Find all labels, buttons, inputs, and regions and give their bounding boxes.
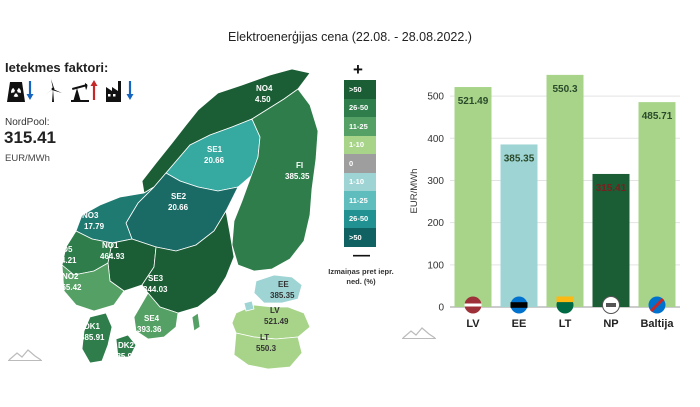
oil-pump-icon <box>71 78 99 102</box>
label-no5-code: NO5 <box>56 245 73 254</box>
factors-title: Ietekmes faktori: <box>5 60 109 75</box>
flag-lv-stripe <box>464 303 482 307</box>
label-se3-price: 344.03 <box>143 285 168 294</box>
label-se1-price: 20.66 <box>204 156 225 165</box>
factor-icons <box>5 78 135 102</box>
legend-item: >50 <box>344 80 376 99</box>
bar-value-label: 521.49 <box>458 96 489 107</box>
flag-baltija-stripe <box>649 297 665 313</box>
label-fi-price: 385.35 <box>285 172 310 181</box>
region-dk1[interactable] <box>81 312 113 364</box>
y-tick-label: 200 <box>427 218 444 229</box>
chart-title: Elektroenerģijas cena (22.08. - 28.08.20… <box>228 30 472 44</box>
label-ee-price: 385.35 <box>270 291 295 300</box>
bar <box>592 173 630 307</box>
label-no2-price: 565.42 <box>57 283 82 292</box>
bar <box>638 102 676 308</box>
watermark-icon <box>8 349 42 361</box>
bar-value-label: 315.41 <box>596 183 627 194</box>
bar-value-label: 385.35 <box>504 153 535 164</box>
legend-item: 11-25 <box>344 191 376 210</box>
price-bar-chart: 0 100 200 300 400 500 EUR/MWh 521.49 LV 385.35 EE 5… <box>409 74 680 330</box>
legend-item: 26-50 <box>344 98 376 117</box>
bar-value-label: 550.3 <box>552 84 577 95</box>
y-tick-label: 400 <box>427 134 444 145</box>
label-fi-code: FI <box>296 161 303 170</box>
nordic-map: NO4 4.50 SE1 20.66 FI 385.35 SE2 20.66 N… <box>52 68 319 370</box>
label-se4-price: 393.36 <box>137 325 162 334</box>
label-no1-price: 464.93 <box>100 252 125 261</box>
factory-icon <box>105 78 135 102</box>
watermark-icon <box>402 327 436 339</box>
label-dk1-price: 585.91 <box>80 333 105 342</box>
nordpool-logo-mark <box>606 303 616 307</box>
bar <box>500 144 538 307</box>
label-se4-code: SE4 <box>144 314 160 323</box>
legend-item: 1-10 <box>344 135 376 154</box>
bar <box>546 74 584 307</box>
region-ee[interactable] <box>253 274 303 304</box>
legend-item: 26-50 <box>344 209 376 228</box>
label-se3-code: SE3 <box>148 274 164 283</box>
label-dk2-price: 585.91 <box>112 352 137 361</box>
x-tick-label: Baltija <box>640 318 674 330</box>
legend-plus: + <box>353 60 363 79</box>
legend-item: 0 <box>344 154 376 173</box>
y-tick-label: 300 <box>427 176 444 187</box>
region-dk2[interactable] <box>115 334 137 358</box>
label-se2-price: 20.66 <box>168 203 189 212</box>
nuclear-plant-icon <box>5 78 35 102</box>
nordpool-unit: EUR/MWh <box>5 153 50 164</box>
label-lt-price: 550.3 <box>256 344 277 353</box>
label-dk2-code: DK2 <box>118 341 135 350</box>
label-dk1-code: DK1 <box>84 322 101 331</box>
label-se1-code: SE1 <box>207 145 223 154</box>
legend-item: 11-25 <box>344 117 376 136</box>
region-no2[interactable] <box>61 262 125 312</box>
label-ee-code: EE <box>278 280 289 289</box>
flag-lt-stripe <box>556 296 574 303</box>
legend-note: Izmaiņas pret iepr. ned. (%) <box>328 267 394 286</box>
region-labels: NO4 4.50 SE1 20.66 FI 385.35 SE2 20.66 N… <box>52 84 310 361</box>
y-tick-label: 0 <box>438 303 444 314</box>
wind-turbine-icon <box>41 78 65 102</box>
legend-item: >50 <box>344 228 376 247</box>
region-se4[interactable] <box>133 292 179 340</box>
label-no5-price: 464.21 <box>52 256 77 265</box>
y-axis-label: EUR/MWh <box>409 169 420 214</box>
label-no4-code: NO4 <box>256 84 273 93</box>
x-tick-label: LV <box>466 318 480 330</box>
bar-value-label: 485.71 <box>642 111 673 122</box>
nordpool-label: NordPool: <box>5 117 50 128</box>
label-lv-code: LV <box>270 306 280 315</box>
x-tick-label: LT <box>559 318 572 330</box>
label-se2-code: SE2 <box>171 192 187 201</box>
bar <box>454 87 492 307</box>
region-fi[interactable] <box>231 88 319 272</box>
flag-ee-stripe <box>510 302 528 308</box>
legend: >50 26-50 11-25 1-10 0 1-10 11-25 26-50 … <box>344 80 376 247</box>
legend-item: 1-10 <box>344 172 376 191</box>
label-no3-code: NO3 <box>82 211 99 220</box>
island-saaremaa <box>243 300 255 312</box>
label-lv-price: 521.49 <box>264 317 289 326</box>
label-no2-code: NO2 <box>62 272 79 281</box>
y-tick-label: 500 <box>427 92 444 103</box>
x-tick-label: NP <box>603 318 618 330</box>
island-gotland <box>191 312 201 332</box>
y-tick-label: 100 <box>427 260 444 271</box>
nordpool-price: 315.41 <box>4 128 56 147</box>
x-tick-label: EE <box>512 318 527 330</box>
label-no1-code: NO1 <box>102 241 119 250</box>
region-lv[interactable] <box>231 304 311 340</box>
legend-minus: — <box>353 245 370 264</box>
label-no3-price: 17.79 <box>84 222 105 231</box>
label-lt-code: LT <box>260 333 269 342</box>
label-no4-price: 4.50 <box>255 95 271 104</box>
region-se3[interactable] <box>141 209 235 314</box>
region-lt[interactable] <box>233 332 303 370</box>
